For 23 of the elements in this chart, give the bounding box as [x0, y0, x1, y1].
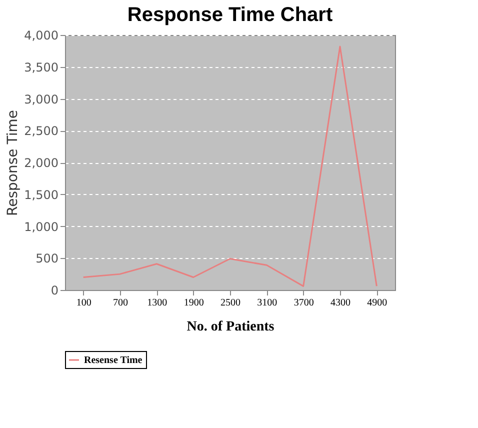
- x-tick-label: 100: [76, 298, 92, 308]
- x-tick-label: 1900: [184, 298, 204, 308]
- y-axis-title: Response Time: [5, 110, 22, 216]
- y-tick-label: 3,500: [24, 60, 58, 74]
- x-tick-label: 2500: [220, 298, 240, 308]
- y-tick-label: 2,500: [24, 124, 58, 138]
- y-tick-label: 0: [50, 284, 58, 298]
- x-tick-label: 3100: [257, 298, 278, 308]
- x-tick-label: 700: [113, 298, 128, 308]
- legend-label: Resense Time: [84, 355, 143, 366]
- x-tick-label: 1300: [147, 298, 168, 308]
- x-tick-label: 3700: [294, 298, 314, 308]
- chart-title: Response Time Chart: [127, 4, 333, 26]
- y-tick-label: 3,000: [24, 92, 58, 106]
- y-tick-label: 1,000: [24, 220, 58, 234]
- y-tick-label: 4,000: [24, 28, 58, 42]
- x-axis-title: No. of Patients: [186, 320, 275, 334]
- y-tick-label: 1,500: [24, 188, 58, 202]
- y-tick-label: 500: [36, 252, 58, 266]
- x-tick-label: 4900: [367, 298, 388, 308]
- x-tick-label: 4300: [330, 298, 350, 308]
- line-series: [82, 46, 378, 287]
- y-tick-label: 2,000: [24, 156, 58, 170]
